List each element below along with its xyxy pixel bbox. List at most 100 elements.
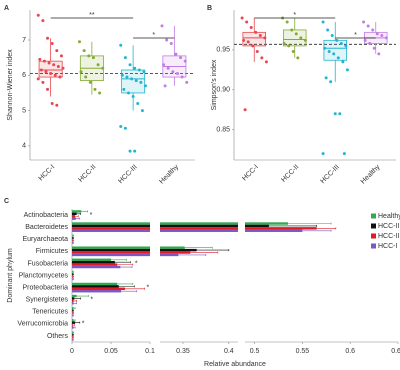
data-point xyxy=(332,52,336,56)
data-point xyxy=(160,24,164,28)
bar xyxy=(72,227,150,230)
data-point xyxy=(341,60,345,64)
data-point xyxy=(36,13,40,17)
data-point xyxy=(258,34,262,38)
bar xyxy=(72,290,122,293)
data-point xyxy=(55,49,59,53)
error-bar xyxy=(72,324,75,327)
data-point xyxy=(101,66,105,70)
data-point xyxy=(255,49,259,53)
legend-label: HCC-I xyxy=(378,243,397,250)
data-point xyxy=(119,43,123,47)
y-tick-label: 0.90 xyxy=(216,87,230,94)
bar xyxy=(72,270,73,274)
bar xyxy=(72,239,73,242)
data-point xyxy=(36,77,40,81)
x-tick-label: 0 xyxy=(70,348,74,355)
data-point xyxy=(91,56,95,60)
error-bar xyxy=(75,217,81,220)
bar xyxy=(72,297,75,300)
data-point xyxy=(44,70,48,74)
error-bar xyxy=(121,290,138,293)
data-point xyxy=(260,56,264,60)
x-tick-label: 0.55 xyxy=(296,348,310,355)
data-point xyxy=(133,149,137,153)
x-tick-label: 0.05 xyxy=(104,348,118,355)
bar xyxy=(72,222,150,225)
bar xyxy=(72,212,77,216)
bar xyxy=(72,210,82,213)
legend-label: HCC-III xyxy=(378,223,400,230)
data-point xyxy=(53,73,57,77)
data-point xyxy=(338,112,342,116)
data-point xyxy=(321,152,325,156)
bar xyxy=(160,222,238,225)
y-axis-title: Shannon-Wiener index xyxy=(7,49,14,121)
significance-label: * xyxy=(293,12,296,19)
data-point xyxy=(162,63,166,67)
bar xyxy=(72,248,150,252)
bar xyxy=(72,260,115,264)
data-point xyxy=(126,91,130,95)
bar xyxy=(245,224,269,228)
legend-label: Healthy xyxy=(378,213,400,220)
bar xyxy=(160,248,197,252)
data-point xyxy=(377,52,381,56)
x-tick-label: HCC-I xyxy=(38,164,57,183)
data-point xyxy=(171,70,175,74)
data-point xyxy=(245,20,249,24)
data-point xyxy=(330,34,334,38)
box xyxy=(323,39,347,61)
data-point xyxy=(296,56,300,60)
bar xyxy=(245,222,289,225)
bar xyxy=(72,294,77,298)
bar xyxy=(72,229,150,232)
error-bar xyxy=(117,263,134,266)
data-point xyxy=(128,63,132,67)
bar xyxy=(160,227,238,230)
data-point xyxy=(240,16,244,20)
bar xyxy=(72,217,76,220)
data-point xyxy=(140,109,144,113)
data-point xyxy=(372,46,376,50)
x-tick-label: 0.65 xyxy=(391,348,400,355)
data-point xyxy=(128,149,132,153)
bar xyxy=(72,321,76,324)
data-point xyxy=(249,26,253,30)
y-tick-label: Firmicutes xyxy=(36,248,69,255)
error-bar xyxy=(178,253,207,256)
bar xyxy=(72,263,118,266)
error-bar xyxy=(73,302,77,305)
y-tick-label: Fusobacteria xyxy=(28,260,69,267)
error-bar xyxy=(72,314,74,317)
bar xyxy=(72,282,118,286)
bar xyxy=(72,333,73,336)
data-point xyxy=(174,52,178,56)
y-axis-title: Dominant phylum xyxy=(7,248,14,303)
data-point xyxy=(169,42,173,46)
error-bar xyxy=(81,210,88,213)
bar xyxy=(160,246,185,249)
data-point xyxy=(130,77,134,81)
panel-label: B xyxy=(207,5,212,12)
legend-swatch xyxy=(371,233,376,239)
error-bar xyxy=(73,319,76,322)
data-point xyxy=(163,84,167,88)
error-bar xyxy=(76,295,89,298)
y-tick-label: 0.85 xyxy=(216,127,230,134)
data-point xyxy=(142,70,146,74)
data-point xyxy=(82,49,86,53)
data-point xyxy=(39,68,43,72)
y-tick-label: Bacteroidetes xyxy=(25,224,68,231)
error-bar xyxy=(72,239,74,242)
bar xyxy=(72,253,150,257)
x-tick-label: Healthy xyxy=(360,163,382,185)
significance-label: * xyxy=(135,260,138,267)
legend-swatch xyxy=(371,243,376,249)
error-bar xyxy=(118,285,135,288)
y-tick-label: Verrucomicrobia xyxy=(17,321,68,328)
data-point xyxy=(131,94,135,98)
data-point xyxy=(175,72,179,76)
data-point xyxy=(342,152,346,156)
data-point xyxy=(326,28,330,32)
